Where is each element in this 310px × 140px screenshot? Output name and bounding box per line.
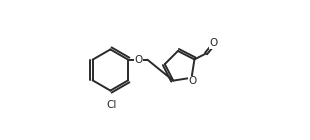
Text: O: O: [209, 38, 217, 48]
Text: O: O: [188, 76, 196, 86]
Text: O: O: [135, 55, 143, 65]
Text: Cl: Cl: [107, 100, 117, 110]
